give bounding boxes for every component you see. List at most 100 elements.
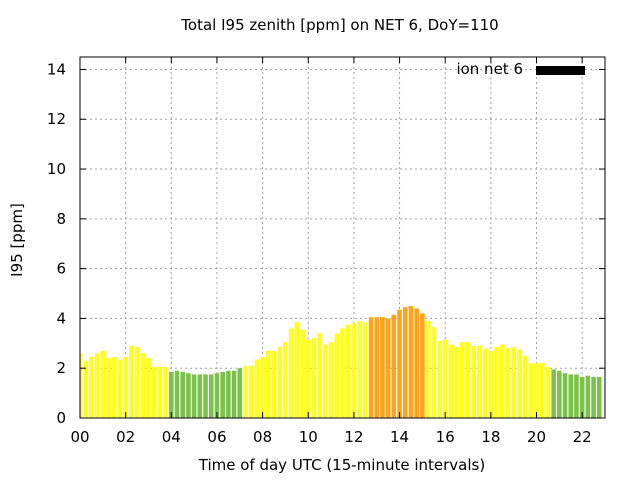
y-tick-label: 8 — [56, 210, 66, 228]
bar — [226, 370, 231, 418]
bar — [106, 358, 111, 418]
bar — [551, 369, 556, 418]
bar — [340, 328, 345, 418]
bar — [231, 370, 237, 418]
legend-label: ion net 6 — [456, 60, 523, 78]
bar — [214, 373, 220, 418]
bar — [277, 347, 283, 418]
bar — [111, 357, 117, 418]
bar — [534, 363, 539, 418]
bar — [517, 349, 522, 418]
x-tick-label: 16 — [436, 428, 455, 446]
bar — [186, 373, 191, 418]
bar — [80, 353, 83, 418]
x-tick-label: 18 — [481, 428, 500, 446]
y-tick-label: 14 — [47, 60, 66, 78]
bar — [528, 363, 534, 418]
bar-series — [80, 305, 602, 418]
bar — [174, 370, 180, 418]
bar — [140, 353, 146, 418]
bar — [568, 374, 574, 418]
y-tick-label: 6 — [56, 260, 66, 278]
bar — [363, 322, 368, 418]
legend-swatch — [536, 66, 585, 75]
bar — [420, 313, 425, 418]
x-axis-label: Time of day UTC (15-minute intervals) — [198, 456, 486, 474]
x-tick-label: 22 — [573, 428, 592, 446]
bar — [460, 342, 465, 418]
y-tick-label: 4 — [56, 309, 66, 327]
bar — [123, 357, 128, 418]
bar — [163, 366, 168, 418]
bar — [380, 317, 385, 418]
bar — [266, 350, 271, 418]
bar — [374, 317, 380, 418]
bar — [294, 322, 300, 418]
bar — [414, 308, 419, 418]
bar — [368, 317, 374, 418]
bar — [482, 348, 488, 418]
bar — [448, 344, 454, 418]
bar — [477, 345, 482, 418]
bar — [83, 360, 88, 418]
bar — [511, 347, 516, 418]
bar — [169, 371, 174, 418]
x-tick-label: 20 — [527, 428, 546, 446]
x-tick-label: 12 — [344, 428, 363, 446]
y-tick-label: 2 — [56, 359, 66, 377]
bar — [94, 353, 100, 418]
bar — [311, 338, 317, 418]
bar — [562, 373, 568, 418]
bar — [402, 307, 408, 418]
bar — [283, 342, 288, 418]
bar — [591, 376, 596, 418]
bar — [260, 357, 265, 418]
x-tick-label: 04 — [162, 428, 181, 446]
bar — [579, 376, 585, 418]
chart-title: Total I95 zenith [ppm] on NET 6, DoY=110 — [181, 16, 499, 34]
bar — [317, 333, 322, 418]
bar — [425, 320, 431, 418]
bar — [437, 340, 442, 418]
y-tick-label: 10 — [47, 160, 66, 178]
bar — [157, 366, 163, 418]
bar — [351, 323, 357, 418]
bar — [300, 329, 305, 418]
bar — [465, 342, 471, 418]
x-tick-label: 08 — [253, 428, 272, 446]
bar — [454, 347, 459, 418]
bar — [557, 370, 562, 418]
bar — [500, 344, 505, 418]
bar — [522, 355, 528, 418]
bar — [271, 350, 277, 418]
bar — [305, 339, 311, 418]
x-tick-label: 02 — [116, 428, 135, 446]
bar — [220, 371, 225, 418]
bar — [117, 359, 123, 418]
bar — [208, 374, 214, 418]
bar — [431, 327, 437, 418]
bar — [323, 344, 328, 418]
bar — [191, 374, 197, 418]
bar — [488, 350, 494, 418]
bar — [248, 365, 254, 418]
bar — [391, 314, 397, 418]
bar — [539, 363, 545, 418]
bar — [151, 366, 157, 418]
bar — [471, 345, 477, 418]
x-tick-label: 06 — [207, 428, 226, 446]
bar — [203, 374, 208, 418]
bar — [574, 374, 579, 418]
bar — [328, 342, 334, 418]
bar — [254, 359, 260, 418]
bar — [505, 348, 511, 418]
bar — [345, 324, 351, 418]
bar — [89, 357, 94, 418]
bar — [597, 376, 602, 418]
bar — [237, 368, 243, 418]
bar — [243, 365, 248, 418]
bar — [134, 347, 140, 418]
bar — [442, 339, 448, 418]
bar — [288, 328, 294, 418]
